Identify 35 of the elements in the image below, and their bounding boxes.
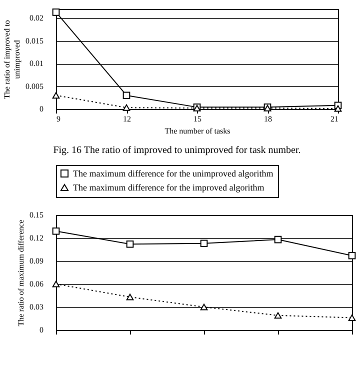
y-axis-title: The ratio of improved to unimproved bbox=[2, 20, 22, 99]
point bbox=[52, 227, 60, 235]
y-tick-label: 0.15 bbox=[30, 210, 44, 220]
legend-label: The maximum difference for the unimproved algorithm bbox=[73, 168, 274, 178]
point bbox=[52, 8, 60, 16]
x-tick-label: 18 bbox=[264, 114, 272, 124]
y-tick-label: 0.12 bbox=[30, 234, 44, 242]
point bbox=[274, 236, 282, 244]
y-axis-title: The ratio of maximum difference bbox=[16, 219, 26, 326]
x-tick-label: 15 bbox=[194, 114, 202, 124]
x-tick-label: 12 bbox=[123, 114, 131, 124]
x-tick-label: 21 bbox=[330, 114, 338, 124]
point bbox=[122, 92, 130, 100]
point bbox=[200, 304, 208, 310]
point bbox=[126, 240, 134, 248]
y-tick-label: 0.09 bbox=[30, 256, 44, 266]
point bbox=[122, 104, 130, 111]
x-tick-label: 9 bbox=[56, 114, 60, 124]
y-tick-label: 0.005 bbox=[26, 82, 44, 91]
point bbox=[126, 294, 134, 300]
point bbox=[200, 240, 208, 248]
y-tick-label: 0 bbox=[40, 104, 44, 114]
point bbox=[334, 105, 342, 112]
point bbox=[348, 314, 356, 321]
y-tick-label: 0.03 bbox=[30, 302, 44, 312]
y-tick-label: 0 bbox=[40, 326, 44, 334]
y-tick-label: 0.01 bbox=[30, 59, 44, 68]
point bbox=[348, 252, 356, 260]
caption: Fig. 16 The ratio of improved to unimproved for task number. bbox=[53, 145, 301, 156]
y-tick-label: 0.02 bbox=[30, 14, 44, 23]
legend-label: The maximum difference for the improved algorithm bbox=[73, 182, 264, 192]
y-tick-label: 0.06 bbox=[30, 280, 44, 288]
y-tick-label: 0.015 bbox=[26, 36, 44, 46]
point bbox=[274, 312, 282, 319]
x-axis-title: The number of tasks bbox=[164, 126, 230, 136]
